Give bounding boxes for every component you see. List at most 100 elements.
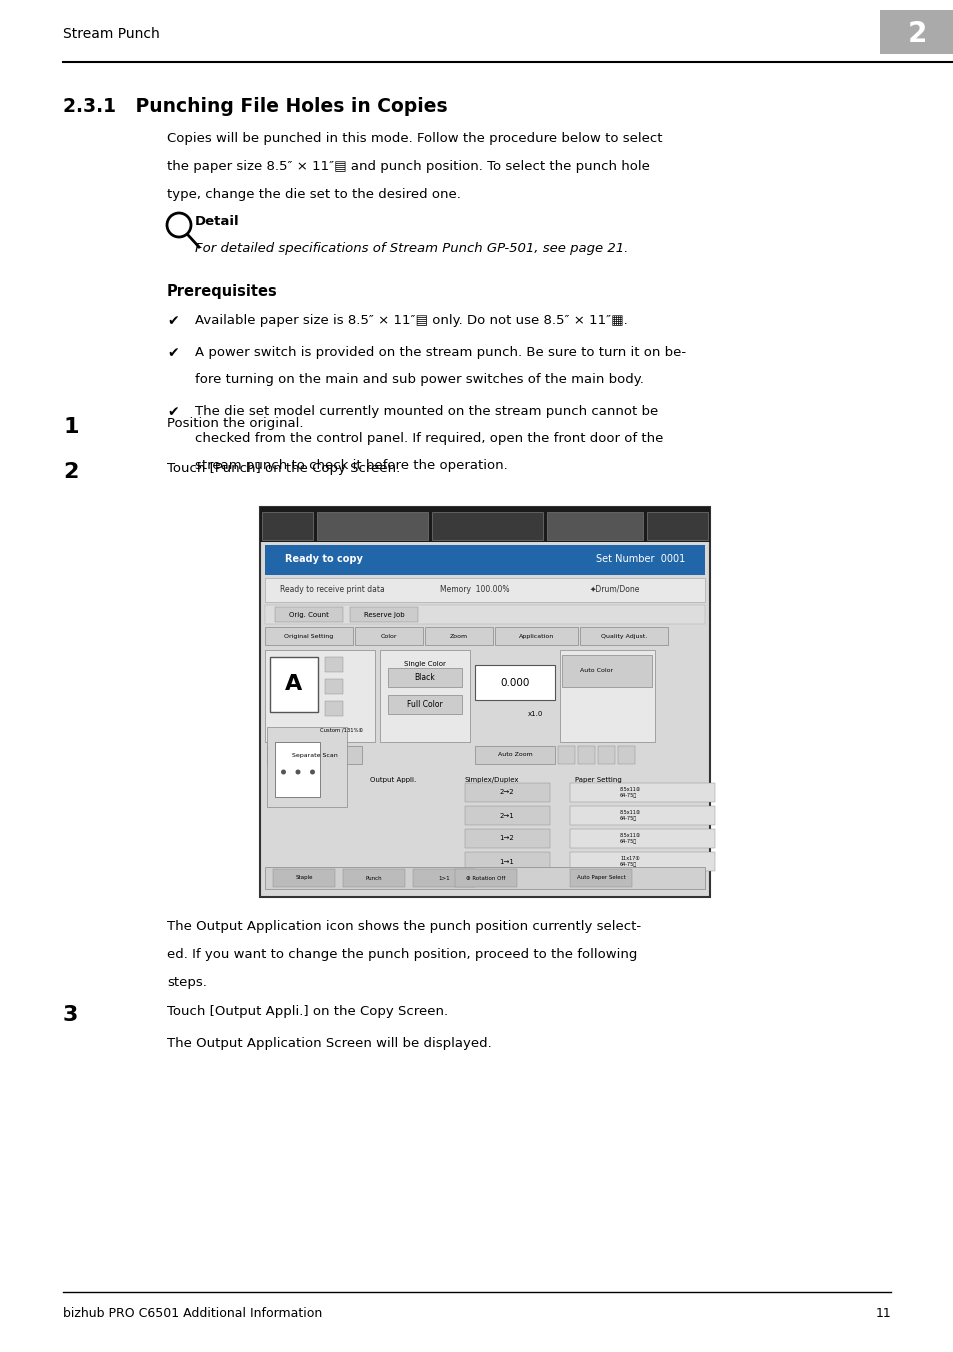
Text: 2→1: 2→1 [499, 813, 514, 818]
FancyBboxPatch shape [260, 507, 709, 896]
Text: Ready to copy: Ready to copy [285, 554, 362, 564]
Text: Touch [Punch] on the Copy Screen.: Touch [Punch] on the Copy Screen. [167, 462, 400, 475]
FancyBboxPatch shape [265, 627, 353, 645]
FancyBboxPatch shape [265, 867, 704, 890]
Text: Black: Black [415, 673, 435, 681]
Text: A: A [285, 675, 302, 695]
FancyBboxPatch shape [265, 545, 704, 575]
FancyBboxPatch shape [267, 746, 361, 764]
Text: Auto Paper Select: Auto Paper Select [576, 876, 625, 880]
Text: Punch: Punch [365, 876, 382, 880]
FancyBboxPatch shape [355, 627, 422, 645]
FancyBboxPatch shape [569, 869, 631, 887]
Text: stream punch to check it before the operation.: stream punch to check it before the oper… [194, 458, 507, 472]
FancyBboxPatch shape [879, 9, 953, 54]
FancyBboxPatch shape [265, 604, 704, 625]
Text: 2.3.1   Punching File Holes in Copies: 2.3.1 Punching File Holes in Copies [63, 97, 447, 116]
Text: 3: 3 [63, 1005, 78, 1025]
FancyBboxPatch shape [388, 695, 461, 714]
Text: Ready to receive print data: Ready to receive print data [280, 584, 384, 594]
Text: x1.0: x1.0 [527, 711, 542, 717]
Text: Memory  100.00%: Memory 100.00% [439, 584, 509, 594]
Text: Position the original.: Position the original. [167, 416, 303, 430]
FancyBboxPatch shape [464, 852, 550, 871]
Text: bizhub PRO C6501 Additional Information: bizhub PRO C6501 Additional Information [63, 1307, 322, 1320]
Text: 2: 2 [906, 20, 925, 49]
Text: Orig. Count: Orig. Count [289, 611, 329, 618]
FancyBboxPatch shape [274, 607, 343, 622]
FancyBboxPatch shape [598, 746, 615, 764]
FancyBboxPatch shape [569, 852, 714, 871]
FancyBboxPatch shape [546, 512, 642, 539]
FancyBboxPatch shape [274, 742, 319, 796]
Text: 1→2: 1→2 [499, 836, 514, 841]
Text: 8.5x11①
64-75㎡: 8.5x11① 64-75㎡ [619, 787, 640, 798]
FancyBboxPatch shape [618, 746, 635, 764]
Text: 2→2: 2→2 [499, 790, 514, 795]
Text: For detailed specifications of Stream Punch GP-501, see page 21.: For detailed specifications of Stream Pu… [194, 242, 628, 256]
FancyBboxPatch shape [262, 512, 313, 539]
Text: Single Color: Single Color [404, 661, 445, 667]
Text: Zoom: Zoom [450, 634, 468, 638]
Text: type, change the die set to the desired one.: type, change the die set to the desired … [167, 188, 460, 201]
Text: 1→1: 1→1 [499, 859, 514, 864]
Text: Available paper size is 8.5″ × 11″▤ only. Do not use 8.5″ × 11″▦.: Available paper size is 8.5″ × 11″▤ only… [194, 314, 627, 327]
Text: Set Number  0001: Set Number 0001 [595, 554, 684, 564]
Text: Simplex/Duplex: Simplex/Duplex [464, 777, 519, 783]
Text: The die set model currently mounted on the stream punch cannot be: The die set model currently mounted on t… [194, 406, 658, 418]
FancyBboxPatch shape [325, 679, 343, 694]
Text: 1: 1 [63, 416, 78, 437]
Text: fore turning on the main and sub power switches of the main body.: fore turning on the main and sub power s… [194, 373, 643, 387]
Text: 2: 2 [63, 462, 78, 483]
FancyBboxPatch shape [270, 657, 317, 713]
FancyBboxPatch shape [260, 507, 709, 542]
Text: 11x17①
64-75㎡: 11x17① 64-75㎡ [619, 856, 639, 867]
Text: Prerequisites: Prerequisites [167, 284, 277, 299]
FancyBboxPatch shape [569, 783, 714, 802]
Text: Auto Color: Auto Color [579, 668, 613, 673]
Text: Custom /131%①: Custom /131%① [319, 727, 363, 733]
Text: 0.000: 0.000 [499, 677, 529, 688]
Text: Paper Setting: Paper Setting [575, 777, 621, 783]
Text: Auto Zoom: Auto Zoom [497, 753, 532, 757]
FancyBboxPatch shape [343, 869, 405, 887]
FancyBboxPatch shape [569, 806, 714, 825]
FancyBboxPatch shape [424, 627, 493, 645]
Text: 8.5x11①
64-75㎡: 8.5x11① 64-75㎡ [619, 833, 640, 844]
Text: The Output Application Screen will be displayed.: The Output Application Screen will be di… [167, 1037, 491, 1051]
Text: the paper size 8.5″ × 11″▤ and punch position. To select the punch hole: the paper size 8.5″ × 11″▤ and punch pos… [167, 160, 649, 173]
FancyBboxPatch shape [455, 869, 517, 887]
FancyBboxPatch shape [388, 668, 461, 687]
FancyBboxPatch shape [267, 727, 347, 807]
Circle shape [310, 769, 314, 775]
Text: ✔: ✔ [167, 406, 178, 419]
Text: 11: 11 [874, 1307, 890, 1320]
Text: Original Setting: Original Setting [284, 634, 334, 638]
FancyBboxPatch shape [273, 869, 335, 887]
FancyBboxPatch shape [265, 579, 704, 602]
Text: The Output Application icon shows the punch position currently select-: The Output Application icon shows the pu… [167, 919, 640, 933]
FancyBboxPatch shape [495, 627, 578, 645]
Text: A power switch is provided on the stream punch. Be sure to turn it on be-: A power switch is provided on the stream… [194, 346, 685, 360]
Text: Application: Application [518, 634, 554, 638]
Text: ✦Drum/Done: ✦Drum/Done [589, 584, 639, 594]
Text: steps.: steps. [167, 976, 207, 990]
FancyBboxPatch shape [350, 607, 417, 622]
Text: Reserve Job: Reserve Job [363, 611, 404, 618]
Text: Color: Color [380, 634, 396, 638]
Text: Stream Punch: Stream Punch [63, 27, 159, 41]
FancyBboxPatch shape [475, 746, 555, 764]
Text: Detail: Detail [194, 215, 239, 228]
Text: Quality Adjust.: Quality Adjust. [600, 634, 646, 638]
FancyBboxPatch shape [265, 650, 375, 742]
Text: Full Color: Full Color [407, 700, 442, 708]
Text: ed. If you want to change the punch position, proceed to the following: ed. If you want to change the punch posi… [167, 948, 637, 961]
Text: Separate Scan: Separate Scan [292, 753, 337, 757]
Text: Staple: Staple [294, 876, 313, 880]
Text: Touch [Output Appli.] on the Copy Screen.: Touch [Output Appli.] on the Copy Screen… [167, 1005, 448, 1018]
FancyBboxPatch shape [578, 746, 595, 764]
FancyBboxPatch shape [561, 654, 651, 687]
Text: 1>1: 1>1 [437, 876, 450, 880]
FancyBboxPatch shape [559, 650, 655, 742]
FancyBboxPatch shape [579, 627, 667, 645]
